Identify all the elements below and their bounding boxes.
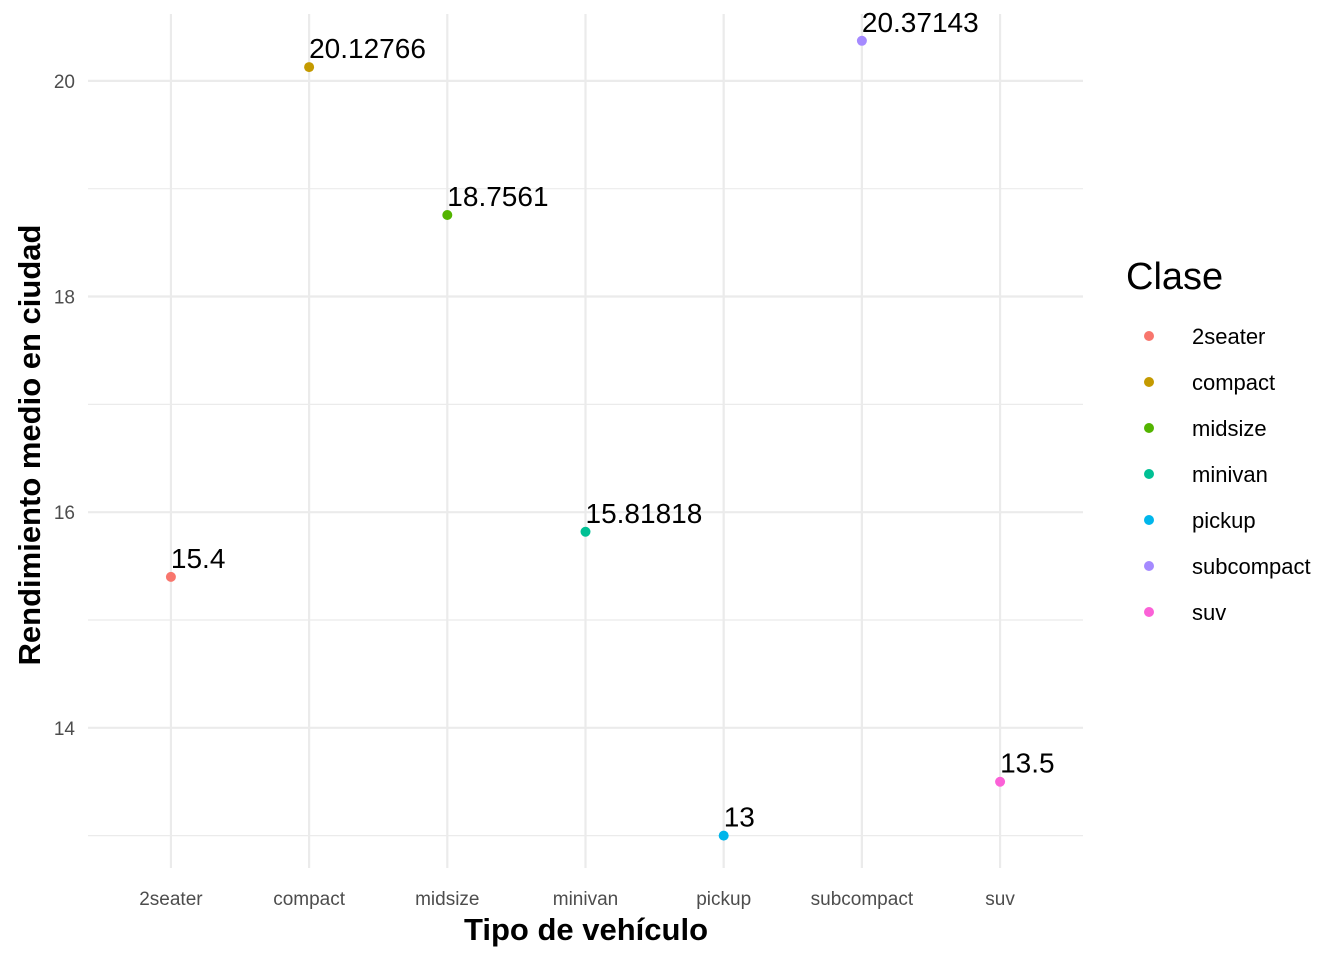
x-tick-label: midsize <box>415 889 479 910</box>
data-labels: 15.4 20.12766 18.7561 15.81818 13 20.37143 13.… <box>171 7 1055 833</box>
data-label: 15.4 <box>171 543 226 574</box>
x-tick-label: 2seater <box>139 889 203 910</box>
data-label: 13.5 <box>1000 748 1054 779</box>
y-axis-tick-labels: 14 16 18 20 <box>54 72 76 740</box>
legend-title: Clase <box>1126 256 1223 298</box>
data-label: 20.37143 <box>862 7 979 38</box>
legend-key <box>1144 515 1154 525</box>
major-gridlines <box>88 14 1083 868</box>
legend-label: suv <box>1192 600 1226 625</box>
legend-key <box>1144 331 1154 341</box>
legend-key <box>1144 469 1154 479</box>
legend-label: midsize <box>1192 416 1267 441</box>
x-tick-label: pickup <box>696 889 751 910</box>
legend-label: minivan <box>1192 462 1268 487</box>
legend: Clase 2seater compact midsize minivan pickup… <box>1126 256 1311 625</box>
legend-label: subcompact <box>1192 554 1311 579</box>
data-point <box>995 776 1006 787</box>
x-tick-label: suv <box>985 889 1015 910</box>
data-point <box>304 62 315 73</box>
legend-label: compact <box>1192 370 1275 395</box>
x-tick-label: minivan <box>553 889 618 910</box>
y-axis-title: Rendimiento medio en ciudad <box>12 225 47 666</box>
data-label: 13 <box>724 802 755 833</box>
legend-key <box>1144 561 1154 571</box>
legend-key <box>1144 377 1154 387</box>
y-tick-label: 20 <box>54 72 75 93</box>
data-points <box>165 35 1006 841</box>
data-point <box>856 35 867 46</box>
data-point <box>442 209 453 220</box>
data-point <box>165 571 176 582</box>
x-axis-tick-labels: 2seater compact midsize minivan pickup subcom… <box>139 889 1015 910</box>
legend-key <box>1144 423 1154 433</box>
data-point <box>718 830 729 841</box>
y-tick-label: 18 <box>54 288 75 309</box>
legend-key <box>1144 607 1154 617</box>
legend-label: pickup <box>1192 508 1256 533</box>
x-axis-title: Tipo de vehículo <box>464 912 708 947</box>
data-label: 20.12766 <box>309 33 426 64</box>
data-point <box>580 526 591 537</box>
x-tick-label: subcompact <box>811 889 914 910</box>
data-label: 15.81818 <box>586 498 703 529</box>
legend-label: 2seater <box>1192 324 1265 349</box>
legend-items: 2seater compact midsize minivan pickup subcom… <box>1144 324 1311 625</box>
y-tick-label: 14 <box>54 719 76 740</box>
x-tick-label: compact <box>273 889 346 910</box>
data-label: 18.7561 <box>447 181 548 212</box>
y-tick-label: 16 <box>54 503 75 524</box>
